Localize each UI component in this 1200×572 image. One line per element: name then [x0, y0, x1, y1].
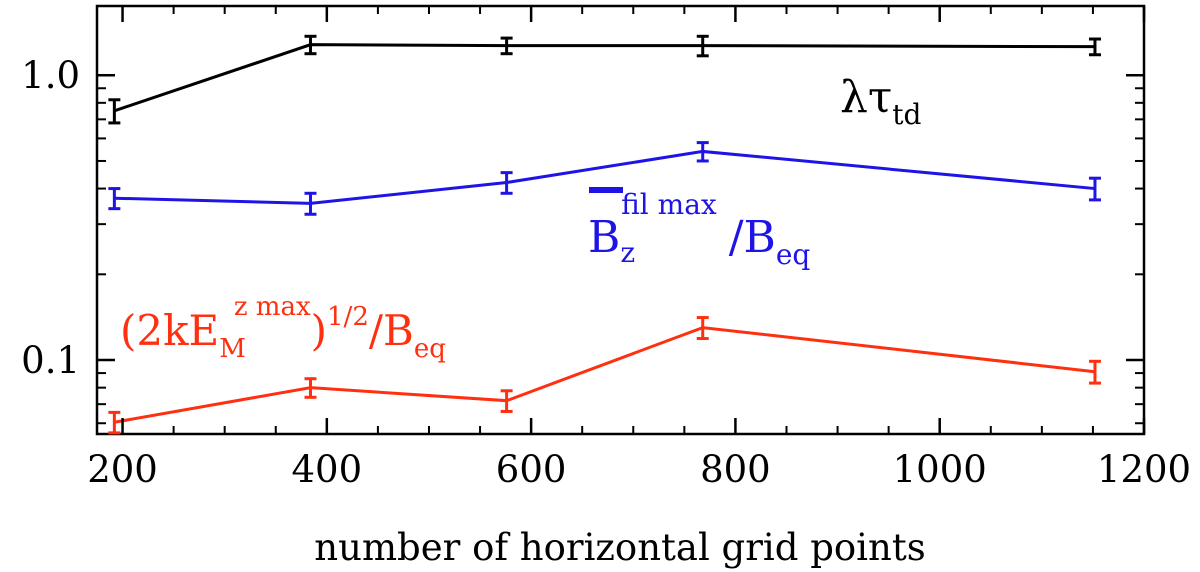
tick-layer: 200 400 600 800 1000 1200 0.1 1.0 [21, 6, 1191, 491]
overbar [589, 187, 623, 193]
x-tick-label: 1000 [893, 448, 987, 491]
series-layer [108, 34, 1101, 435]
x-tick-label: 800 [700, 448, 771, 491]
x-tick-label: 600 [496, 448, 567, 491]
series-line-lambda_tau_td [113, 43, 1095, 113]
label-lambda-tau: λτtd [840, 72, 921, 131]
x-tick-label: 200 [87, 448, 158, 491]
series-line-Bz_fil_max_over_Beq [114, 149, 1096, 205]
x-axis-title: number of horizontal grid points [314, 526, 925, 569]
series-line-sqrt_2kEM_over_Beq [114, 326, 1096, 424]
x-tick-label: 1200 [1097, 448, 1191, 491]
y-tick-label: 0.1 [21, 339, 80, 382]
y-tick-label: 1.0 [21, 54, 80, 97]
x-tick-label: 400 [292, 448, 363, 491]
label-em: (2kEMz max)1/2/Beq [120, 292, 446, 364]
plot-frame [95, 4, 1146, 436]
label-bz-fil: Bzfil max/Beq [588, 188, 810, 271]
